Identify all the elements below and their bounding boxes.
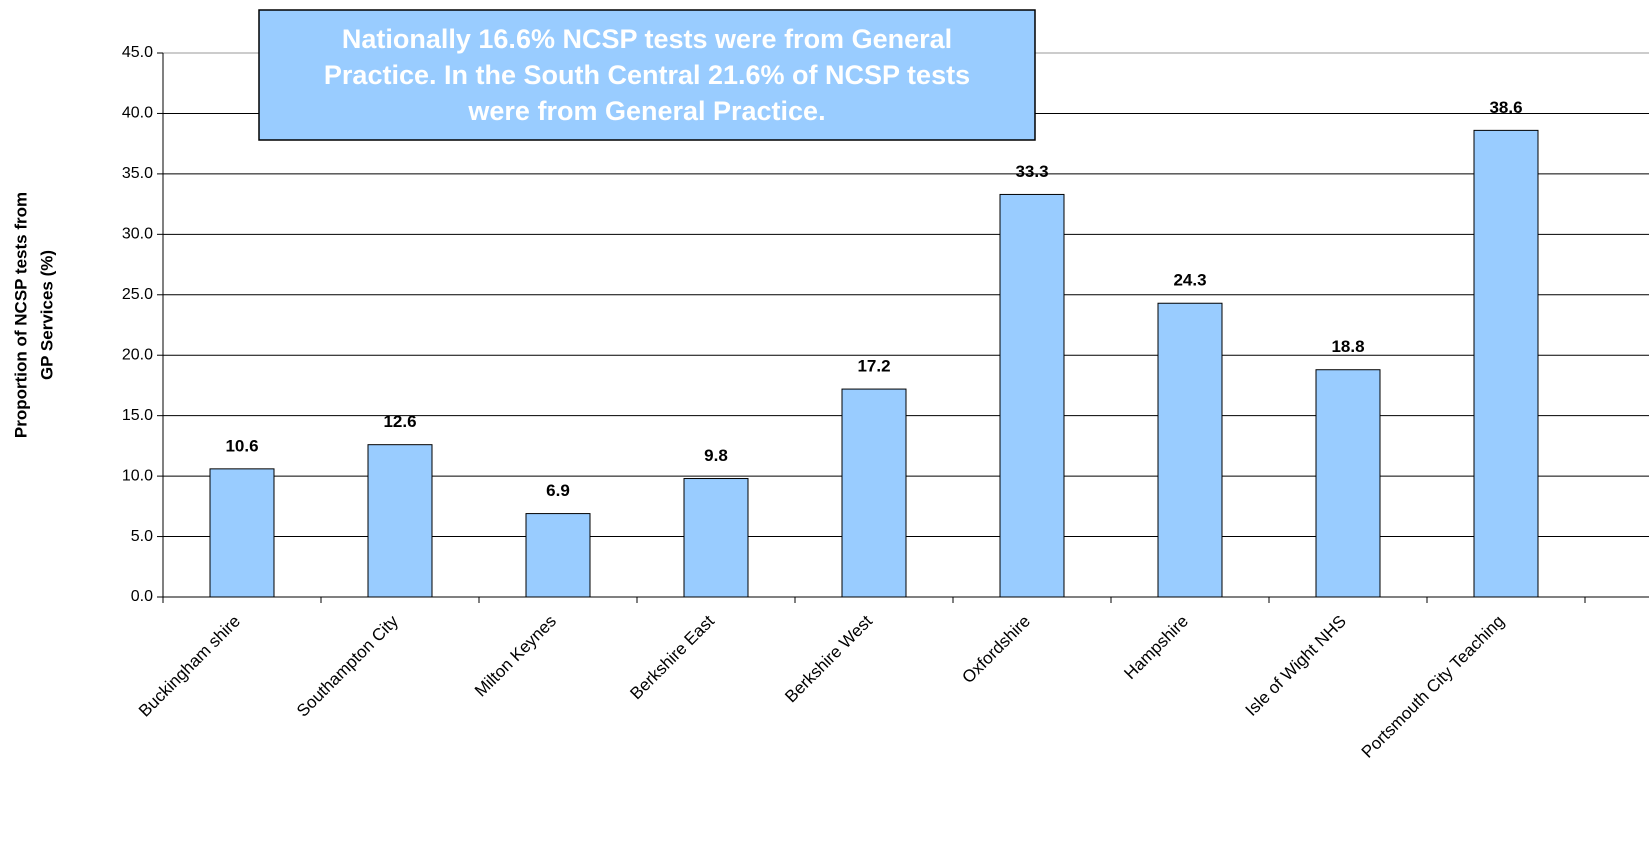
y-axis-label: Proportion of NCSP tests from [11,192,30,438]
x-tick-label: Hampshire [1120,612,1192,684]
x-tick-label: Oxfordshire [958,612,1034,688]
x-tick-label: Portsmouth City Teaching [1358,612,1508,762]
y-tick-label: 20.0 [122,346,153,363]
y-tick-label: 45.0 [122,44,153,61]
bar [999,193,1065,598]
value-label: 12.6 [383,412,416,431]
x-tick-label: Buckingham shire [135,612,244,721]
value-label: 18.8 [1331,337,1364,356]
bar [209,468,275,598]
bar [683,478,749,598]
annotation-box [258,9,1036,141]
annotation-text: Practice. In the South Central 21.6% of … [324,60,970,90]
x-tick-label: Berkshire West [781,611,876,706]
y-tick-label: 30.0 [122,226,153,243]
bar [525,513,591,598]
y-tick-label: 5.0 [131,528,153,545]
value-label: 6.9 [546,481,570,500]
x-tick-label: Southampton City [293,611,402,720]
x-tick-label: Berkshire East [626,611,718,703]
x-tick-label: Isle of Wight NHS [1242,612,1350,720]
value-label: 33.3 [1015,162,1048,181]
y-tick-label: 0.0 [131,588,153,605]
y-tick-label: 10.0 [122,467,153,484]
annotation-text: were from General Practice. [467,96,825,126]
x-tick-label: Milton Keynes [471,612,560,701]
bar [1315,369,1381,598]
y-tick-label: 15.0 [122,407,153,424]
bar [1473,129,1539,598]
bar [367,444,433,598]
y-tick-label: 25.0 [122,286,153,303]
bar [1157,302,1223,598]
y-axis-label: GP Services (%) [37,250,56,380]
annotation-text: Nationally 16.6% NCSP tests were from Ge… [342,24,952,54]
value-label: 38.6 [1489,98,1522,117]
value-label: 9.8 [704,446,728,465]
y-tick-label: 35.0 [122,165,153,182]
value-label: 10.6 [225,436,258,455]
value-label: 17.2 [857,357,890,376]
value-label: 24.3 [1173,271,1206,290]
y-tick-label: 40.0 [122,105,153,122]
bar [841,388,907,598]
